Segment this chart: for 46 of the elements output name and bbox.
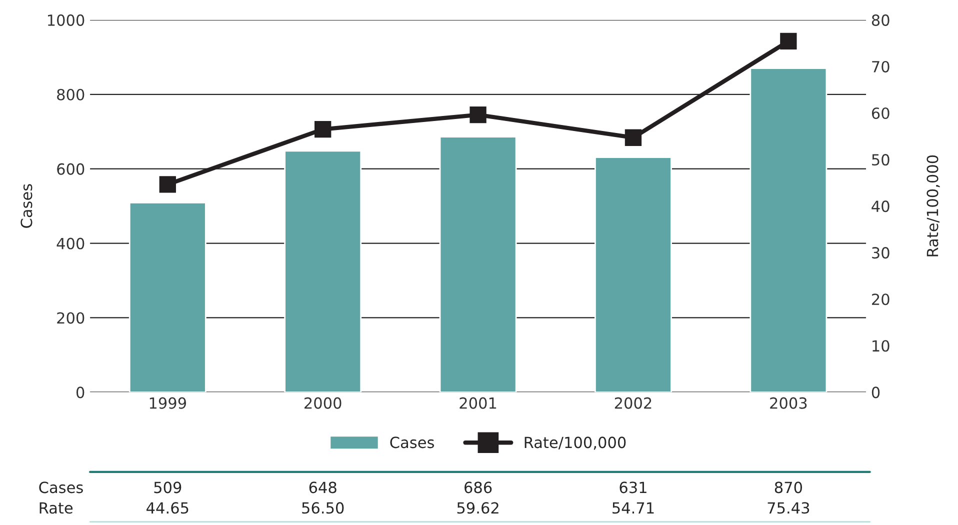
x-tick-label: 2003	[770, 397, 807, 409]
y2-tick-label: 40	[872, 200, 890, 212]
y-tick-label: 400	[56, 238, 84, 250]
data-label: 59.62	[457, 502, 498, 514]
y2-tick-label: 70	[872, 60, 890, 72]
bar	[128, 202, 206, 392]
y-tick-label: 1000	[48, 14, 84, 26]
bar	[284, 150, 362, 392]
y-tick-label: 0	[76, 386, 84, 398]
y2-tick-label: 50	[872, 154, 890, 166]
y-tick-label: 200	[57, 312, 84, 324]
legend-label: Cases	[390, 436, 434, 448]
y2-tick-label: 30	[872, 247, 890, 259]
data-label: 54.71	[612, 502, 654, 514]
data-label: 870	[774, 482, 802, 494]
bar	[439, 136, 517, 392]
x-tick-label: 2002	[614, 397, 652, 409]
point	[159, 176, 176, 193]
data-label: 686	[464, 482, 492, 494]
y2-axis-title: Rate/100,000	[926, 155, 940, 256]
data-label: 509	[154, 482, 182, 494]
y-tick-label: 800	[57, 88, 84, 100]
bar	[594, 156, 672, 392]
y2-tick-label: 80	[872, 14, 890, 26]
point	[780, 32, 797, 50]
x-tick-label: 2001	[460, 397, 496, 409]
y2-tick-label: 0	[872, 386, 880, 398]
y-axis-title: Cases	[20, 184, 32, 228]
legend-label: Rate/100,000	[524, 436, 626, 450]
point	[470, 106, 486, 124]
text: Cases	[39, 482, 83, 494]
x-tick-label: 1999	[150, 397, 186, 409]
bar	[750, 68, 828, 392]
text: Rate	[40, 502, 73, 514]
data-label: 648	[309, 482, 336, 494]
data-label: 56.50	[302, 502, 344, 514]
data-label: 44.65	[146, 502, 188, 514]
point	[624, 129, 642, 146]
point	[314, 120, 332, 138]
x-tick-label: 2000	[304, 397, 342, 409]
y2-tick-label: 20	[872, 294, 890, 306]
y-tick-label: 600	[57, 163, 84, 175]
y2-tick-label: 10	[872, 340, 890, 352]
data-label: 631	[620, 482, 646, 494]
y2-tick-label: 60	[872, 107, 890, 120]
data-label: 75.43	[768, 502, 810, 514]
